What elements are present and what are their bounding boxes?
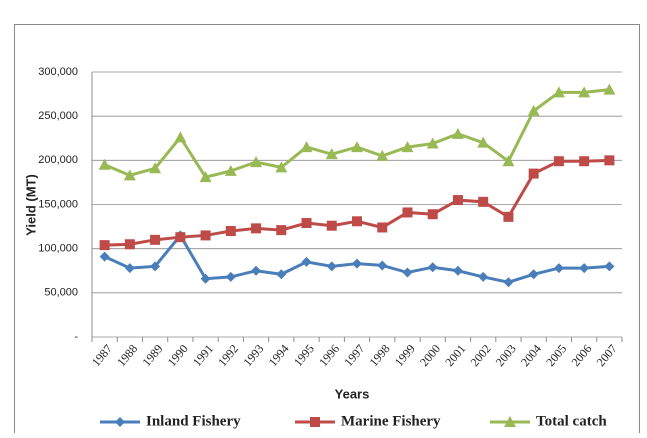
marker [301,218,312,229]
marker [578,86,591,98]
marker [251,265,262,276]
marker [452,195,463,206]
marker [503,277,514,288]
marker [402,267,413,278]
legend-label: Total catch [536,413,607,429]
marker [377,260,388,271]
x-axis-label: Years [335,386,370,401]
legend-marker [115,417,125,427]
marker [150,234,161,245]
marker [149,162,162,174]
legend-marker [310,417,320,427]
marker [124,239,135,250]
y-tick-label: 200,000 [38,154,78,166]
y-tick-label: 100,000 [38,243,78,255]
marker [427,262,438,273]
marker [527,104,540,116]
marker [326,261,337,272]
marker [603,83,616,95]
marker [552,86,565,98]
marker [98,158,111,170]
marker [376,149,389,161]
marker [528,168,539,179]
marker [503,211,514,222]
marker [199,171,212,183]
marker [351,141,363,153]
y-tick-label: 50,000 [44,287,78,299]
marker [553,156,564,167]
marker [301,256,312,267]
marker [352,258,362,269]
y-tick-label: - [74,331,78,343]
marker [478,196,489,207]
legend-label: Inland Fishery [146,413,241,429]
marker [325,148,338,160]
y-tick-label: 150,000 [38,198,78,210]
marker [200,273,211,284]
marker [275,161,288,173]
marker [579,156,590,167]
marker [276,225,287,236]
chart-border [14,24,640,438]
marker [200,230,211,241]
marker [225,271,236,282]
marker [251,223,262,234]
marker [402,207,413,218]
marker [250,156,263,168]
marker [150,261,161,272]
marker [604,261,615,272]
marker [427,209,438,220]
legend-marker [504,416,516,427]
marker [99,251,110,262]
y-axis-label: Yield (MT) [23,174,38,236]
marker [326,220,337,231]
marker [124,263,135,274]
marker [451,127,464,139]
legend-label: Marine Fishery [341,413,441,429]
marker [579,263,590,274]
marker [276,269,287,280]
marker [352,216,362,227]
marker [224,164,237,176]
marker [604,155,615,166]
marker [452,265,463,276]
marker [502,155,515,167]
marker [175,232,186,243]
marker [426,137,439,149]
y-tick-label: 300,000 [38,66,78,78]
marker [528,269,539,280]
y-tick-label: 250,000 [38,110,78,122]
marker [174,131,187,143]
marker [478,271,489,282]
marker [300,141,313,153]
marker [553,263,564,274]
marker [377,222,388,233]
marker [123,169,136,181]
marker [401,141,414,153]
marker [99,240,110,251]
marker [477,136,490,148]
marker [225,226,236,236]
